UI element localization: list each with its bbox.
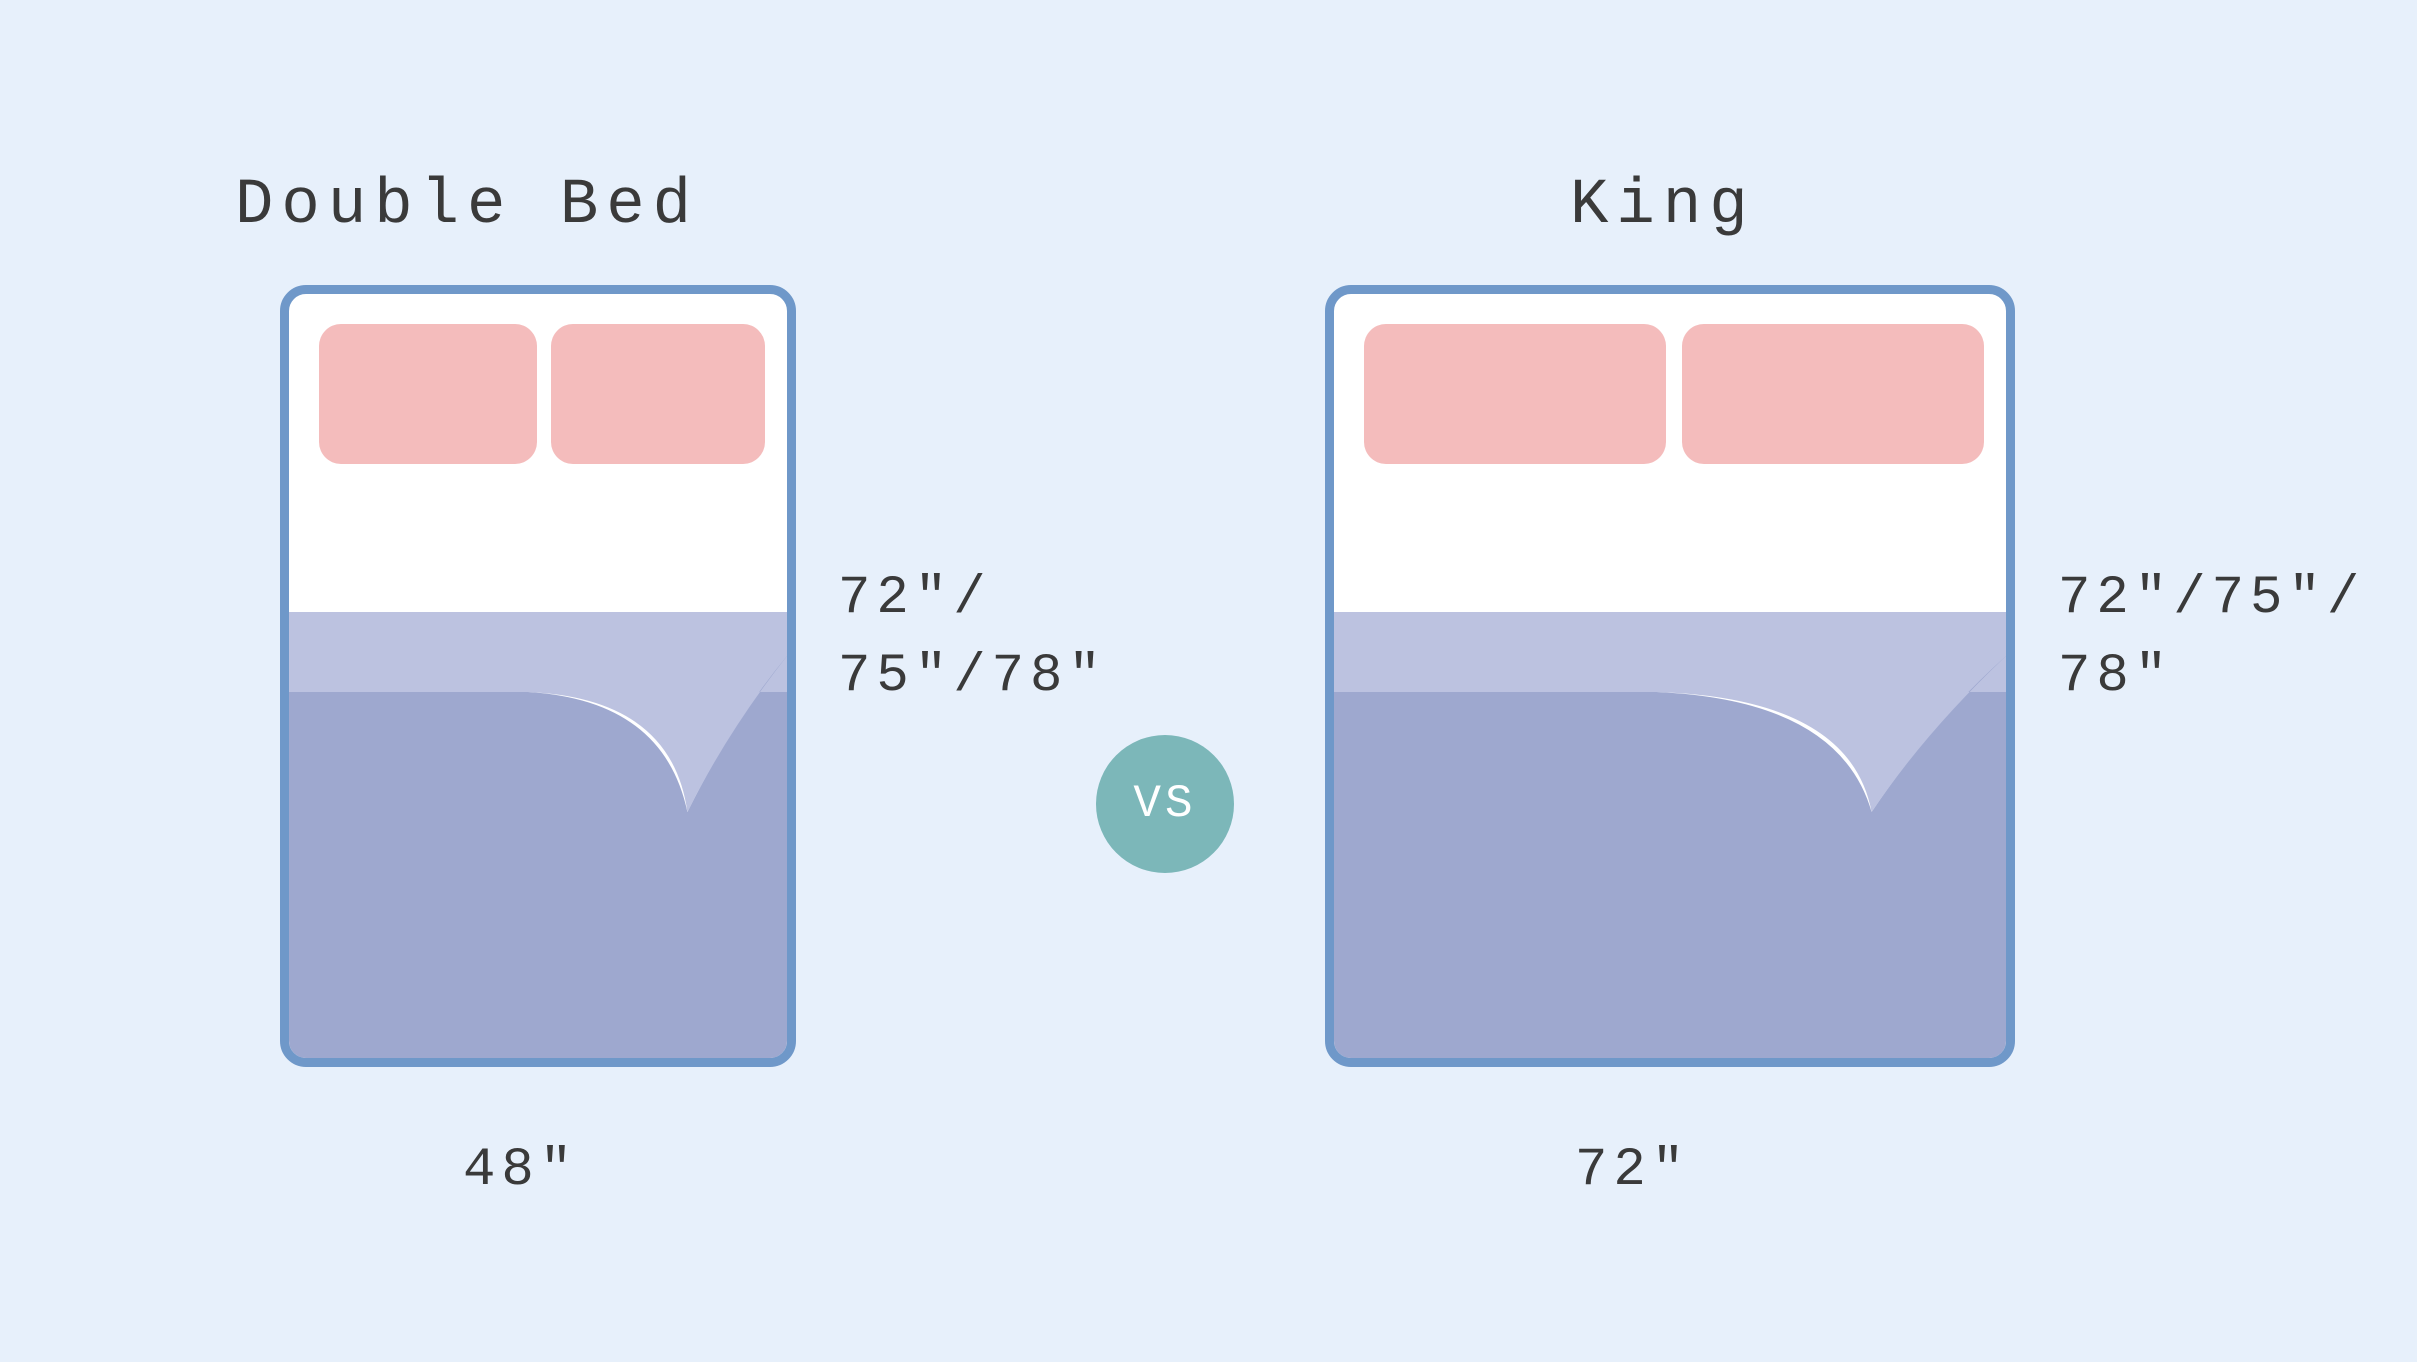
double-bed-pillow-right: [551, 324, 765, 464]
double-bed-frame: [280, 285, 796, 1067]
king-cover-top-band: [1334, 612, 2006, 692]
vs-badge-text: VS: [1133, 778, 1196, 830]
king-bed-pillow-left: [1364, 324, 1666, 464]
double-bed-length-label: 72"/ 75"/78": [838, 560, 1107, 717]
double-bed-title: Double Bed: [235, 170, 699, 242]
king-bed-width-label: 72": [1575, 1140, 1690, 1201]
double-cover-top-band: [289, 612, 787, 692]
king-bed-title: King: [1570, 170, 1756, 242]
king-bed-frame: [1325, 285, 2015, 1067]
bed-comparison-infographic: Double Bed 72"/ 75"/78" 48" VS King: [0, 0, 2417, 1362]
double-bed-pillow-left: [319, 324, 537, 464]
double-bed-width-label: 48": [463, 1140, 578, 1201]
king-bed-length-label: 72"/75"/ 78": [2058, 560, 2365, 717]
king-bed-covers: [1334, 612, 2006, 1058]
vs-badge: VS: [1096, 735, 1234, 873]
king-bed-pillow-right: [1682, 324, 1984, 464]
double-bed-covers: [289, 612, 787, 1058]
